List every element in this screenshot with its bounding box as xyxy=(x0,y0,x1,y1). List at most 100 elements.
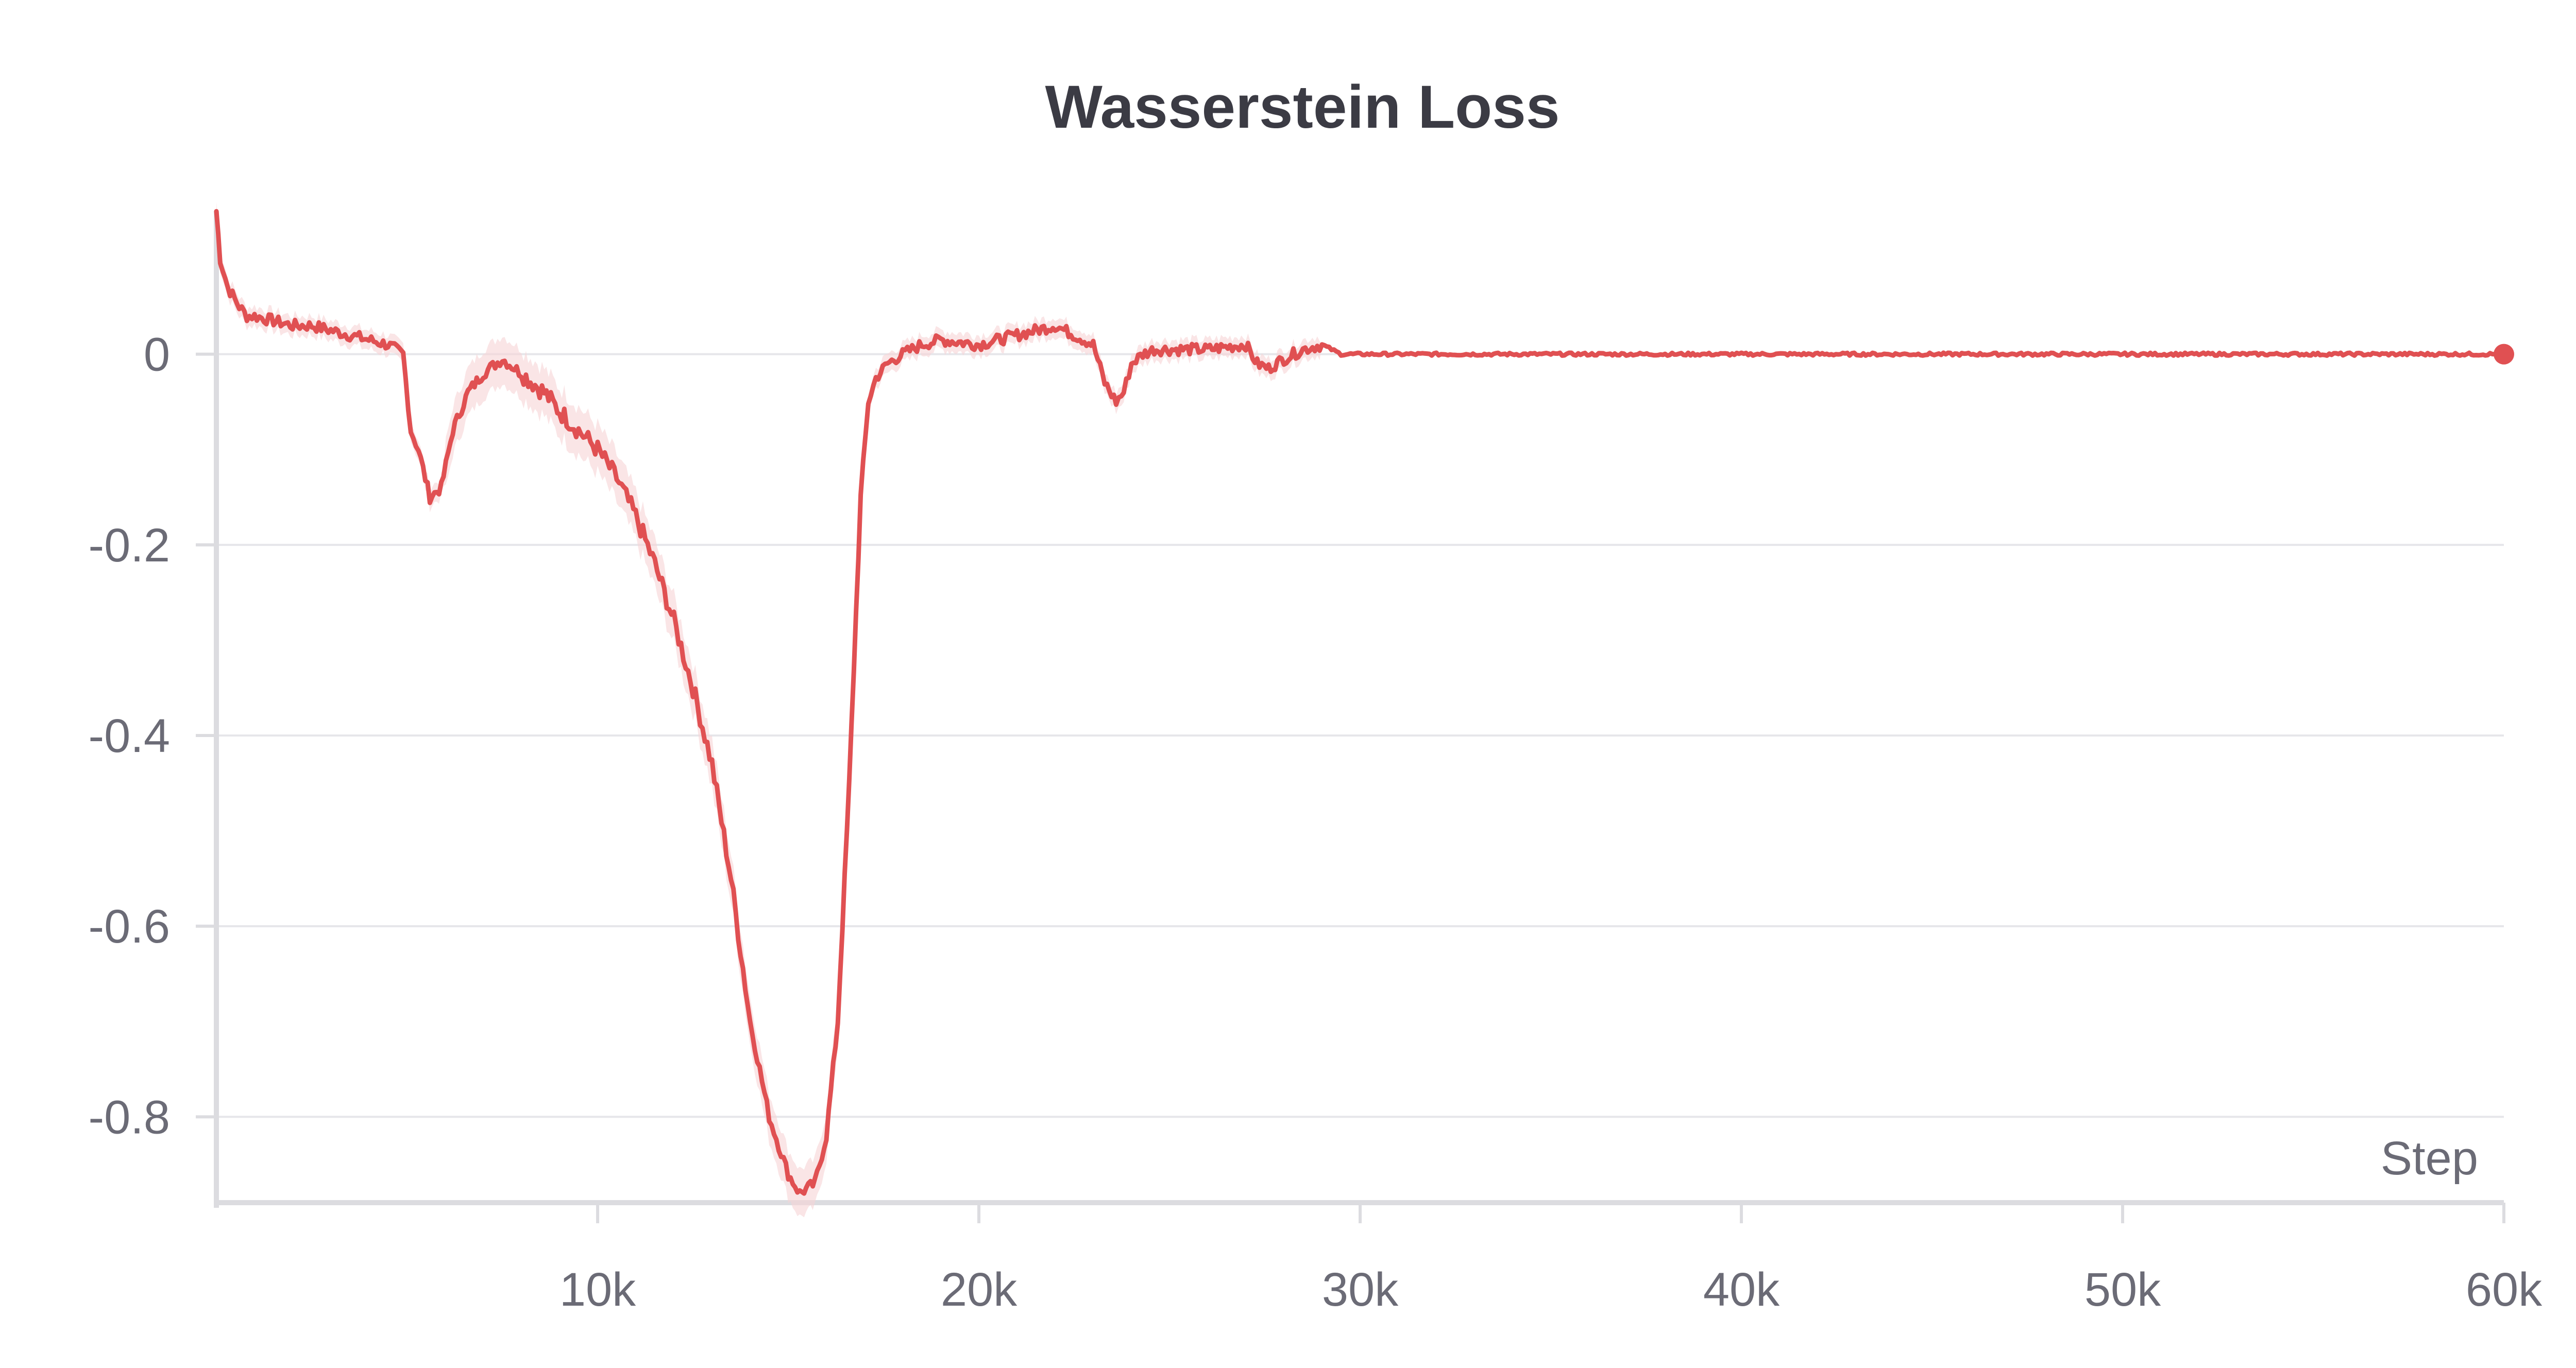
x-axis-title: Step xyxy=(2381,1132,2478,1185)
series-0-point-36 xyxy=(768,1115,771,1118)
series-0-point-68 xyxy=(1340,353,1343,356)
series-0-point-27 xyxy=(596,448,599,451)
series-0-point-22 xyxy=(520,372,523,375)
series-0-point-17 xyxy=(440,486,443,489)
series-0-point-50 xyxy=(977,343,980,346)
x-tick-label-3: 40k xyxy=(1703,1263,1780,1316)
series-0-point-19 xyxy=(466,391,469,394)
series-layer xyxy=(214,201,2514,1218)
series-0-point-13 xyxy=(402,353,405,356)
chart-title: Wasserstein Loss xyxy=(1045,73,1560,141)
series-0-point-70 xyxy=(1435,353,1438,356)
series-0-point-31 xyxy=(672,620,675,623)
series-0-point-4 xyxy=(245,315,248,318)
series-0-line xyxy=(214,209,2506,1196)
series-0-point-46 xyxy=(886,362,889,365)
series-0-point-64 xyxy=(1267,367,1270,370)
series-0-point-75 xyxy=(1930,353,1934,356)
series-0-point-16 xyxy=(428,495,431,499)
series-0-point-35 xyxy=(749,1020,752,1023)
axes xyxy=(196,211,2505,1223)
series-0-point-11 xyxy=(367,338,370,341)
series-0-point-8 xyxy=(310,324,313,327)
series-0-point-24 xyxy=(543,391,546,394)
series-0-point-28 xyxy=(615,476,618,480)
series-0-point-78 xyxy=(2197,353,2200,356)
series-0-point-34 xyxy=(730,877,733,880)
series-0-point-14 xyxy=(409,429,412,432)
series-0-point-79 xyxy=(2312,353,2315,356)
x-tick-label-1: 20k xyxy=(941,1263,1018,1316)
series-0-end-marker xyxy=(2494,344,2514,365)
y-tick-label-4: -0.8 xyxy=(88,1091,170,1143)
tick-labels: 0 -0.2 -0.4 -0.6 -0.8 10k 20k 30k 40k 50k 60k Step xyxy=(88,329,2543,1316)
series-0-point-43 xyxy=(859,495,862,499)
series-0-point-18 xyxy=(451,429,454,432)
series-0-point-72 xyxy=(1664,353,1667,356)
series-0-point-0 xyxy=(215,210,218,213)
series-0-point-65 xyxy=(1282,357,1285,361)
series-0-point-30 xyxy=(653,562,656,566)
series-0-point-41 xyxy=(836,1020,839,1023)
series-0-point-23 xyxy=(531,381,534,384)
series-0-point-37 xyxy=(787,1172,790,1175)
series-0-point-55 xyxy=(1114,400,1117,403)
series-0-point-76 xyxy=(2045,353,2048,356)
series-0-point-10 xyxy=(348,334,351,337)
series-0-point-62 xyxy=(1244,343,1247,346)
series-0-point-3 xyxy=(238,305,241,308)
y-tick-label-2: -0.4 xyxy=(88,710,170,762)
series-0-point-73 xyxy=(1740,353,1743,356)
x-tick-label-4: 50k xyxy=(2084,1263,2161,1316)
series-0-point-47 xyxy=(901,353,904,356)
x-tick-label-2: 30k xyxy=(1322,1263,1399,1316)
series-0-point-71 xyxy=(1549,353,1552,356)
series-0-point-6 xyxy=(272,319,275,322)
series-0-point-45 xyxy=(874,377,877,380)
series-0-point-21 xyxy=(501,357,504,361)
grid-lines xyxy=(216,353,2504,1118)
x-tick-label-0: 10k xyxy=(560,1263,636,1316)
series-0-point-33 xyxy=(710,763,714,766)
series-0-point-9 xyxy=(329,329,332,332)
y-tick-label-0: 0 xyxy=(144,329,170,381)
series-0-point-44 xyxy=(867,400,870,403)
series-0-point-74 xyxy=(1816,353,1819,356)
series-0-point-38 xyxy=(798,1191,801,1194)
series-0-point-61 xyxy=(1206,348,1209,351)
series-0-point-51 xyxy=(1015,334,1019,337)
series-0-point-42 xyxy=(848,782,851,785)
series-0-point-7 xyxy=(291,324,294,327)
series-0-point-77 xyxy=(2121,353,2124,356)
series-0-point-32 xyxy=(691,686,694,689)
series-0-point-15 xyxy=(417,448,420,451)
y-tick-label-3: -0.6 xyxy=(88,900,170,953)
series-0-point-60 xyxy=(1168,348,1171,351)
series-0-point-25 xyxy=(558,410,561,413)
series-0-point-5 xyxy=(253,315,256,318)
series-0-point-59 xyxy=(1153,348,1156,351)
series-0-point-53 xyxy=(1092,343,1095,346)
y-tick-label-1: -0.2 xyxy=(88,519,170,572)
series-0-point-49 xyxy=(939,338,942,341)
series-0-point-66 xyxy=(1301,348,1304,351)
series-0-point-1 xyxy=(218,258,222,261)
series-0-point-2 xyxy=(226,286,229,289)
series-0-point-69 xyxy=(1359,353,1362,356)
series-0-point-26 xyxy=(577,429,580,432)
x-tick-label-5: 60k xyxy=(2466,1263,2543,1316)
series-0-point-48 xyxy=(920,343,923,346)
series-0-point-52 xyxy=(1054,324,1057,327)
series-0-point-56 xyxy=(1122,391,1125,394)
series-0-point-63 xyxy=(1256,362,1259,365)
series-0-point-80 xyxy=(2426,353,2429,356)
series-0-point-39 xyxy=(814,1182,817,1185)
series-0-point-57 xyxy=(1130,362,1133,365)
series-0-point-54 xyxy=(1103,381,1106,384)
series-0-point-12 xyxy=(386,343,389,346)
series-0-point-40 xyxy=(825,1134,828,1137)
series-0-point-67 xyxy=(1320,343,1324,346)
series-0-point-20 xyxy=(482,372,485,375)
